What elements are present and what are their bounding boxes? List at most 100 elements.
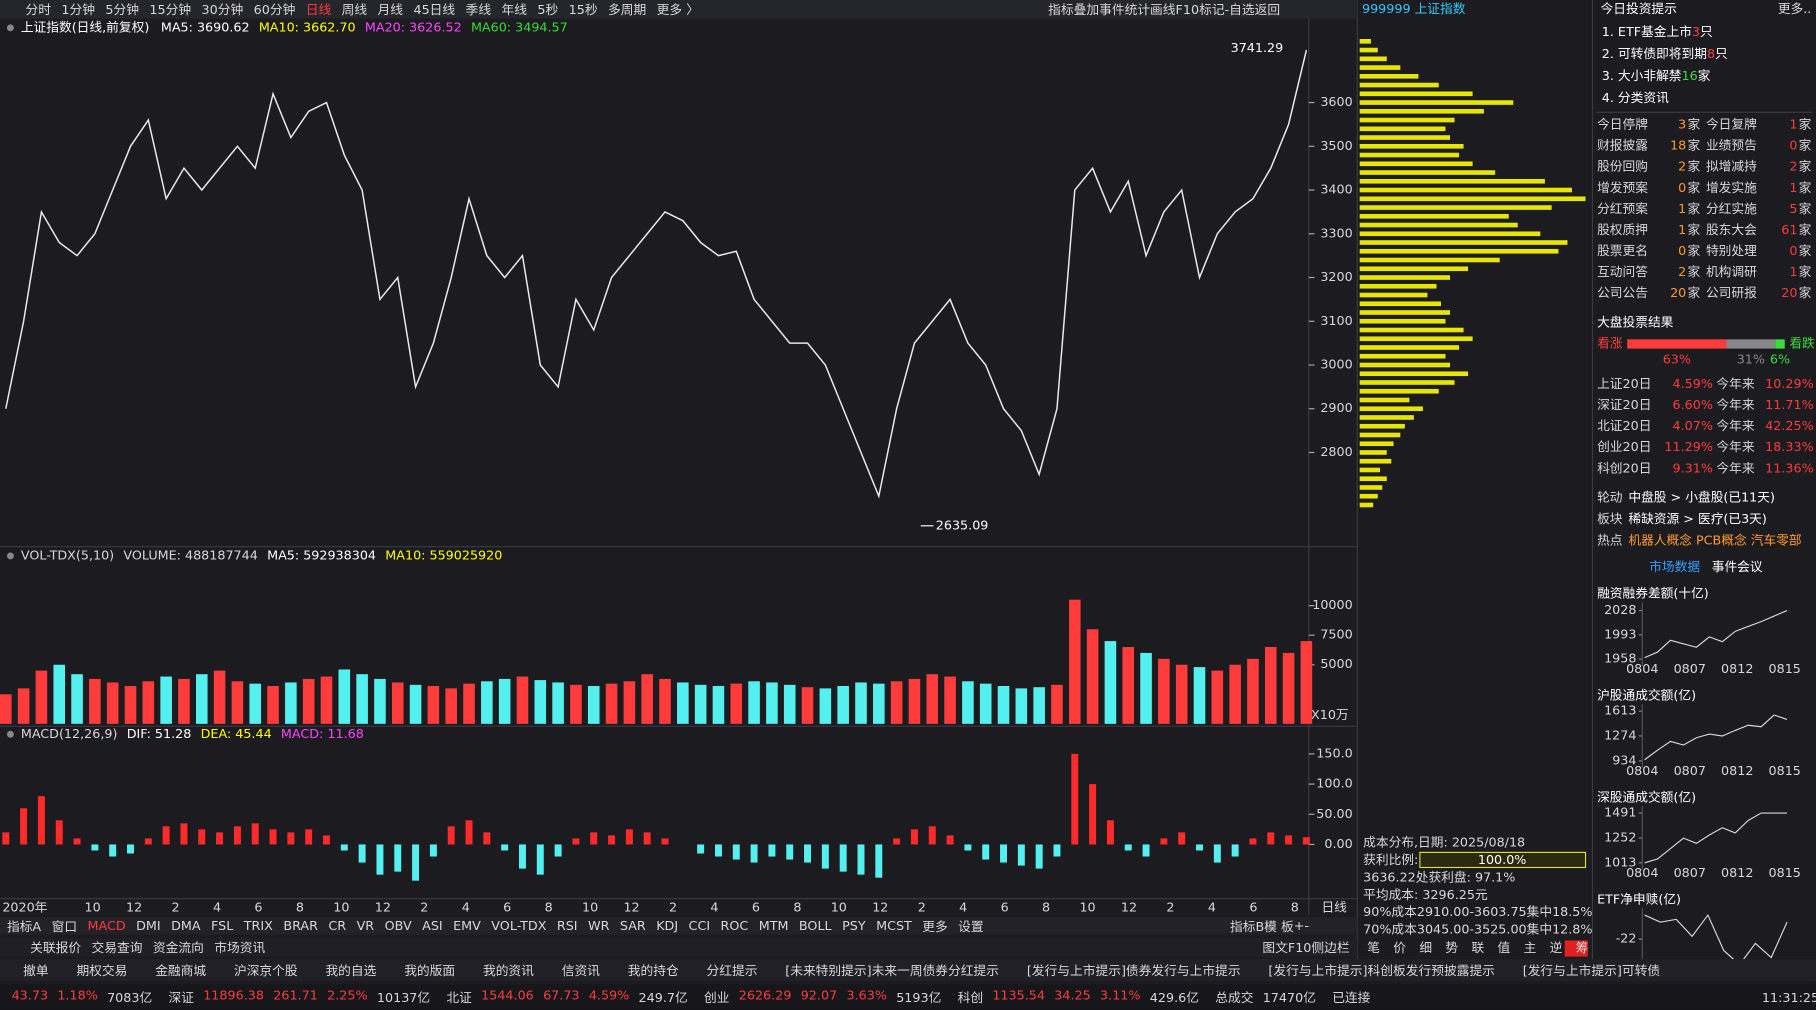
- ticker-item[interactable]: [发行与上市提示]可转债: [1522, 963, 1661, 979]
- indicator-tab[interactable]: MCST: [876, 918, 912, 934]
- tool-button[interactable]: 叠加: [1073, 2, 1100, 18]
- y-tick-label: 1252: [1604, 830, 1636, 845]
- tool-button[interactable]: 返回: [1254, 2, 1281, 18]
- ticker-item[interactable]: [发行与上市提示]债券发行与上市提示: [1026, 963, 1241, 979]
- indicator-tab[interactable]: 指标A: [6, 918, 42, 935]
- indicator-tab[interactable]: 模 板: [1264, 918, 1294, 935]
- function-button[interactable]: 金融商城: [155, 963, 207, 979]
- ticker-item[interactable]: [未来特别提示]未来一周债券分红提示: [785, 963, 1000, 979]
- info-tab[interactable]: 关联报价: [30, 940, 82, 956]
- info-tab[interactable]: 资金流向: [152, 940, 204, 956]
- indicator-tab[interactable]: FSL: [211, 918, 234, 934]
- period-tab[interactable]: 45日线: [413, 2, 456, 18]
- index-name: 深证: [168, 990, 194, 1006]
- indicator-tab[interactable]: +: [1293, 918, 1305, 934]
- tool-button[interactable]: F10: [1175, 1, 1200, 17]
- function-button[interactable]: 沪深京个股: [233, 963, 298, 979]
- indicator-tab[interactable]: ASI: [422, 918, 443, 934]
- info-tab[interactable]: 侧边栏: [1311, 940, 1350, 956]
- period-tab[interactable]: 15秒: [568, 2, 598, 18]
- function-button[interactable]: 我的版面: [404, 963, 456, 979]
- low-label: 2635.09: [936, 518, 989, 533]
- period-tab[interactable]: 季线: [465, 2, 492, 18]
- period-tab[interactable]: 15分钟: [149, 2, 192, 18]
- volume-bar: [302, 678, 315, 724]
- volume-bar: [106, 682, 119, 724]
- indicator-tab[interactable]: CR: [328, 918, 347, 934]
- indicator-tab[interactable]: DMA: [171, 918, 201, 934]
- ticker-item[interactable]: [发行与上市提示]科创板发行预披露提示: [1268, 963, 1495, 979]
- period-tab[interactable]: 60分钟: [253, 2, 296, 18]
- period-tab[interactable]: 5秒: [537, 2, 559, 18]
- indicator-tab[interactable]: DMI: [136, 918, 161, 934]
- period-tab[interactable]: 1分钟: [61, 2, 95, 18]
- period-tab[interactable]: 日线: [305, 2, 332, 18]
- indicator-tab[interactable]: OBV: [384, 918, 412, 934]
- indicator-tab[interactable]: TRIX: [243, 918, 273, 934]
- cost-tab[interactable]: 逆: [1550, 940, 1563, 956]
- indicator-tab[interactable]: VR: [356, 918, 375, 934]
- cost-tab[interactable]: 筹: [1576, 940, 1589, 956]
- function-button[interactable]: 我的持仓: [627, 963, 679, 979]
- indicator-tab[interactable]: MACD: [87, 918, 126, 934]
- indicator-tab[interactable]: WR: [587, 918, 610, 934]
- function-button[interactable]: 我的自选: [325, 963, 377, 979]
- indicator-tab[interactable]: ROC: [720, 918, 749, 934]
- indicator-tab[interactable]: 更多: [922, 918, 948, 935]
- indicator-tab[interactable]: PSY: [842, 918, 866, 934]
- period-tab[interactable]: 多周期: [608, 2, 647, 18]
- cost-tab[interactable]: 价: [1393, 941, 1406, 956]
- function-button[interactable]: 信资讯: [561, 963, 600, 979]
- indicator-tab[interactable]: MTM: [758, 918, 789, 934]
- indicator-tab[interactable]: CCI: [688, 918, 711, 934]
- indicator-tab[interactable]: 指标B: [1229, 918, 1265, 935]
- cost-tab[interactable]: 细: [1419, 941, 1432, 956]
- tool-button[interactable]: 画线: [1150, 2, 1176, 18]
- indicator-tab[interactable]: SAR: [619, 918, 646, 934]
- tool-button[interactable]: 标记: [1199, 2, 1225, 18]
- info-tab[interactable]: 市场资讯: [214, 940, 266, 956]
- indicator-tab[interactable]: EMV: [453, 918, 481, 934]
- period-tab[interactable]: 更多 〉: [656, 2, 699, 18]
- indicator-tab[interactable]: BRAR: [283, 918, 318, 934]
- tool-button[interactable]: 指标: [1048, 2, 1074, 18]
- ticker-item[interactable]: 分红提示: [706, 963, 758, 979]
- volume-bar: [570, 684, 582, 724]
- event-name: 特别处理: [1706, 244, 1757, 259]
- indicator-tab[interactable]: KDJ: [656, 918, 679, 934]
- indicator-tab[interactable]: VOL-TDX: [491, 918, 547, 934]
- cost-tab[interactable]: 势: [1445, 940, 1458, 956]
- cost-tab[interactable]: 联: [1471, 941, 1484, 956]
- tool-button[interactable]: 统计: [1124, 2, 1151, 18]
- period-tab[interactable]: 周线: [341, 2, 368, 18]
- function-button[interactable]: 我的资讯: [482, 963, 534, 979]
- period-tab[interactable]: 月线: [377, 2, 404, 18]
- info-tab[interactable]: 图文F10: [1262, 940, 1312, 956]
- volume-bar: [766, 682, 778, 724]
- tool-button[interactable]: 事件: [1099, 2, 1125, 18]
- period-tab[interactable]: 5分钟: [105, 2, 139, 18]
- indicator-tab[interactable]: 窗口: [51, 918, 78, 935]
- period-tab[interactable]: 年线: [501, 2, 527, 18]
- tool-button[interactable]: -自选: [1224, 2, 1255, 18]
- panel-tab[interactable]: 市场数据: [1649, 559, 1700, 575]
- indicator-tab[interactable]: -: [1304, 918, 1310, 934]
- indicator-tab[interactable]: RSI: [556, 918, 578, 934]
- panel-tab[interactable]: 事件会议: [1712, 560, 1763, 575]
- cost-tab[interactable]: 主: [1524, 941, 1537, 956]
- index-value: 92.07: [800, 987, 838, 1003]
- cost-tab[interactable]: 值: [1498, 940, 1511, 956]
- period-tab[interactable]: 30分钟: [201, 2, 244, 18]
- indicator-tab[interactable]: 设置: [958, 918, 984, 935]
- info-tab[interactable]: 交易查询: [91, 940, 143, 956]
- cost-tab[interactable]: 笔: [1367, 940, 1380, 956]
- indicator-tab[interactable]: BOLL: [798, 918, 832, 934]
- macd-bar: [1142, 844, 1150, 857]
- macd-bar: [536, 844, 544, 875]
- event-count: 2: [1678, 160, 1686, 175]
- more-link[interactable]: 更多..: [1778, 2, 1812, 17]
- function-button[interactable]: 撤单: [23, 963, 49, 979]
- index-group: 43.73 1.18% 7083亿: [12, 988, 162, 1007]
- period-tab[interactable]: 分时: [25, 2, 51, 18]
- function-button[interactable]: 期权交易: [76, 963, 128, 979]
